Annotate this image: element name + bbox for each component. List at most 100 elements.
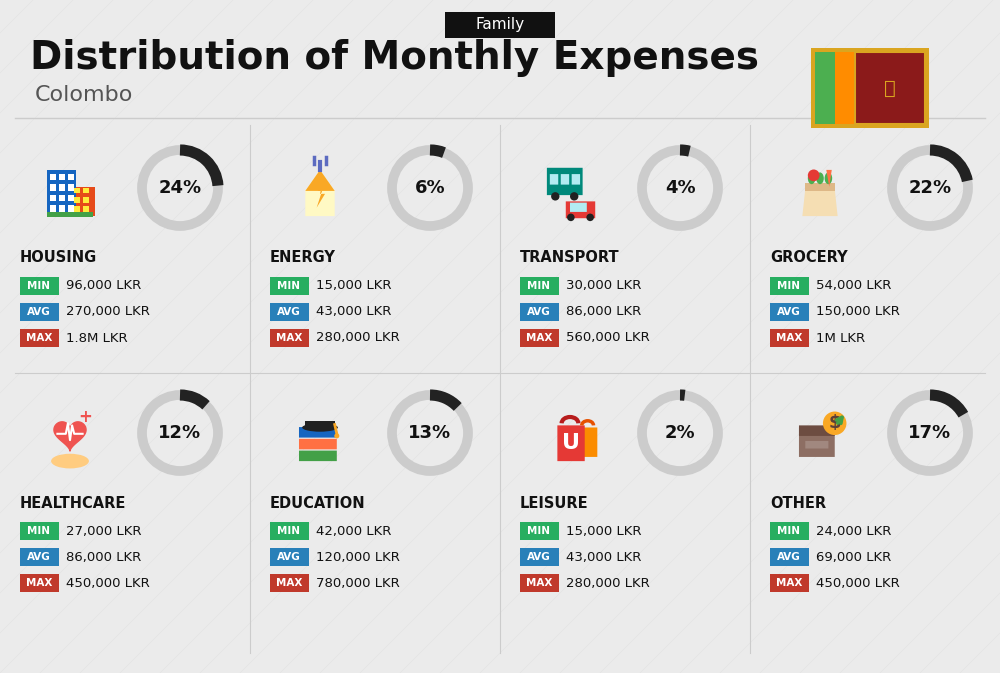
Text: 6%: 6% xyxy=(415,179,445,197)
Bar xyxy=(72,186,95,216)
Circle shape xyxy=(567,213,575,221)
FancyBboxPatch shape xyxy=(520,277,558,295)
FancyBboxPatch shape xyxy=(445,12,555,38)
Text: 17%: 17% xyxy=(908,424,952,442)
Text: $: $ xyxy=(828,415,841,432)
Ellipse shape xyxy=(51,454,89,468)
Text: OTHER: OTHER xyxy=(770,495,826,511)
Text: 30,000 LKR: 30,000 LKR xyxy=(566,279,641,293)
FancyBboxPatch shape xyxy=(770,329,808,347)
FancyBboxPatch shape xyxy=(520,522,558,540)
Text: TRANSPORT: TRANSPORT xyxy=(520,250,620,266)
Bar xyxy=(59,194,65,201)
FancyBboxPatch shape xyxy=(20,303,58,321)
Text: MAX: MAX xyxy=(526,578,552,588)
FancyBboxPatch shape xyxy=(561,174,569,184)
Bar xyxy=(815,52,835,124)
Text: MIN: MIN xyxy=(278,526,300,536)
FancyBboxPatch shape xyxy=(299,427,337,437)
FancyBboxPatch shape xyxy=(572,174,580,184)
Polygon shape xyxy=(305,170,335,191)
FancyBboxPatch shape xyxy=(305,421,335,427)
Text: 2%: 2% xyxy=(665,424,695,442)
Text: 1M LKR: 1M LKR xyxy=(816,332,865,345)
Text: MAX: MAX xyxy=(776,333,802,343)
FancyBboxPatch shape xyxy=(770,277,808,295)
Bar xyxy=(74,197,80,203)
Circle shape xyxy=(823,412,846,435)
Text: 24%: 24% xyxy=(158,179,202,197)
Text: 560,000 LKR: 560,000 LKR xyxy=(566,332,650,345)
Bar xyxy=(50,184,56,191)
Text: LEISURE: LEISURE xyxy=(520,495,589,511)
Text: 450,000 LKR: 450,000 LKR xyxy=(816,577,900,590)
FancyBboxPatch shape xyxy=(270,277,308,295)
Text: 43,000 LKR: 43,000 LKR xyxy=(566,551,641,563)
Text: MAX: MAX xyxy=(26,578,52,588)
FancyBboxPatch shape xyxy=(578,427,597,457)
Text: AVG: AVG xyxy=(527,307,551,317)
Text: AVG: AVG xyxy=(27,552,51,562)
Text: 270,000 LKR: 270,000 LKR xyxy=(66,306,150,318)
Bar xyxy=(68,174,74,180)
Bar xyxy=(59,205,65,212)
Text: AVG: AVG xyxy=(277,552,301,562)
Bar xyxy=(835,52,855,124)
Ellipse shape xyxy=(816,172,824,184)
Text: Colombo: Colombo xyxy=(35,85,133,105)
FancyBboxPatch shape xyxy=(570,203,587,212)
FancyBboxPatch shape xyxy=(770,574,808,592)
Circle shape xyxy=(586,213,594,221)
FancyBboxPatch shape xyxy=(550,174,558,184)
Text: 15,000 LKR: 15,000 LKR xyxy=(316,279,392,293)
FancyBboxPatch shape xyxy=(270,522,308,540)
FancyBboxPatch shape xyxy=(811,48,929,128)
Text: 780,000 LKR: 780,000 LKR xyxy=(316,577,400,590)
FancyBboxPatch shape xyxy=(299,439,337,450)
Text: Distribution of Monthly Expenses: Distribution of Monthly Expenses xyxy=(30,39,759,77)
Text: 150,000 LKR: 150,000 LKR xyxy=(816,306,900,318)
Text: AVG: AVG xyxy=(27,307,51,317)
Text: Family: Family xyxy=(475,17,525,32)
FancyBboxPatch shape xyxy=(520,329,558,347)
Ellipse shape xyxy=(808,172,815,184)
Text: MAX: MAX xyxy=(276,578,302,588)
Bar xyxy=(855,52,925,124)
FancyBboxPatch shape xyxy=(270,329,308,347)
Text: MIN: MIN xyxy=(778,281,800,291)
FancyBboxPatch shape xyxy=(557,425,585,461)
Text: MAX: MAX xyxy=(276,333,302,343)
Text: AVG: AVG xyxy=(527,552,551,562)
Text: 27,000 LKR: 27,000 LKR xyxy=(66,524,142,538)
Bar xyxy=(68,205,74,212)
Text: 42,000 LKR: 42,000 LKR xyxy=(316,524,391,538)
Text: 54,000 LKR: 54,000 LKR xyxy=(816,279,891,293)
Text: MIN: MIN xyxy=(28,526,50,536)
Text: MIN: MIN xyxy=(778,526,800,536)
FancyBboxPatch shape xyxy=(547,168,583,195)
Text: 96,000 LKR: 96,000 LKR xyxy=(66,279,141,293)
Polygon shape xyxy=(802,189,838,216)
Polygon shape xyxy=(305,170,335,216)
Text: 13%: 13% xyxy=(408,424,452,442)
Bar xyxy=(68,194,74,201)
Text: 280,000 LKR: 280,000 LKR xyxy=(316,332,400,345)
Bar xyxy=(83,188,89,193)
Text: 1.8M LKR: 1.8M LKR xyxy=(66,332,128,345)
FancyBboxPatch shape xyxy=(770,522,808,540)
Text: MAX: MAX xyxy=(26,333,52,343)
Text: ENERGY: ENERGY xyxy=(270,250,336,266)
FancyBboxPatch shape xyxy=(270,574,308,592)
Circle shape xyxy=(551,192,560,201)
Text: 120,000 LKR: 120,000 LKR xyxy=(316,551,400,563)
Polygon shape xyxy=(54,422,86,451)
Text: 43,000 LKR: 43,000 LKR xyxy=(316,306,391,318)
Text: 450,000 LKR: 450,000 LKR xyxy=(66,577,150,590)
Text: HEALTHCARE: HEALTHCARE xyxy=(20,495,126,511)
Text: GROCERY: GROCERY xyxy=(770,250,848,266)
Bar xyxy=(68,184,74,191)
Text: 4%: 4% xyxy=(665,179,695,197)
Text: 15,000 LKR: 15,000 LKR xyxy=(566,524,642,538)
Text: 24,000 LKR: 24,000 LKR xyxy=(816,524,891,538)
Text: AVG: AVG xyxy=(277,307,301,317)
